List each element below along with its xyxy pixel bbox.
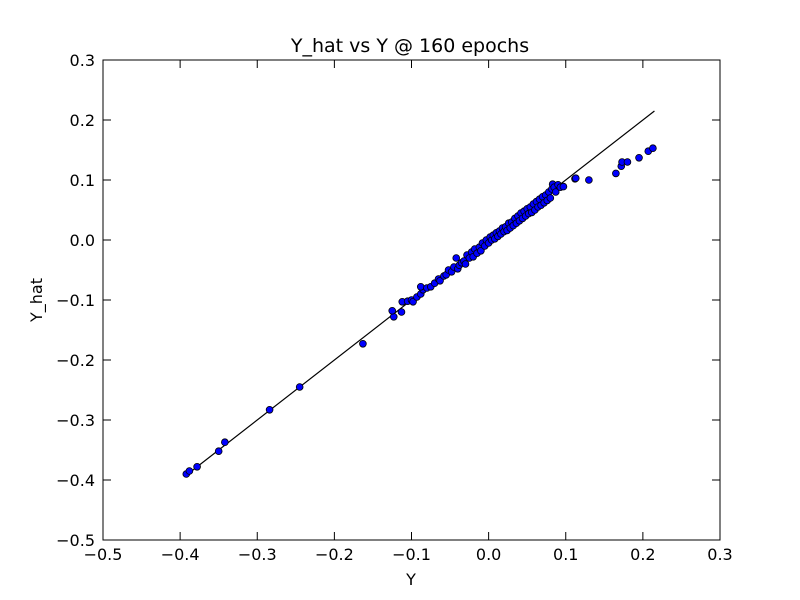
data-point <box>461 260 470 268</box>
x-axis-label: Y <box>405 570 416 589</box>
data-point <box>416 282 425 291</box>
y-tick-label: 0.2 <box>70 111 95 130</box>
y-tick-label: 0.1 <box>70 171 95 190</box>
x-tick-label: 0.1 <box>553 545 578 564</box>
data-point <box>649 144 657 153</box>
data-point <box>623 158 632 166</box>
data-point <box>185 467 194 475</box>
data-point <box>452 254 461 262</box>
y-tick-label: −0.1 <box>56 291 95 310</box>
data-point <box>221 438 229 447</box>
data-point <box>559 182 568 191</box>
plot-area <box>182 110 657 478</box>
data-point <box>295 383 304 391</box>
data-point <box>388 306 397 315</box>
x-tick-label: −0.5 <box>84 545 123 564</box>
x-tick-label: 0.2 <box>630 545 655 564</box>
y-tick-label: −0.2 <box>56 351 95 370</box>
data-point <box>585 176 593 184</box>
x-tick-label: −0.3 <box>238 545 277 564</box>
data-point <box>359 339 367 348</box>
x-tick-label: 0.0 <box>476 545 501 564</box>
y-tick-label: −0.5 <box>56 531 95 550</box>
data-point <box>612 169 620 178</box>
y-tick-label: −0.4 <box>56 471 95 490</box>
x-tick-label: −0.1 <box>392 545 431 564</box>
y-tick-label: −0.3 <box>56 411 95 430</box>
data-point <box>397 308 406 316</box>
data-point <box>265 405 274 414</box>
data-point <box>635 154 643 162</box>
data-point <box>193 462 201 471</box>
y-tick-label: 0.0 <box>70 231 95 250</box>
data-point <box>214 447 223 456</box>
x-tick-label: −0.4 <box>161 545 200 564</box>
data-point <box>546 194 555 202</box>
y-axis-label: Y_hat <box>27 278 47 323</box>
x-tick-label: −0.2 <box>315 545 354 564</box>
chart-title: Y_hat vs Y @ 160 epochs <box>290 35 529 57</box>
y-tick-label: 0.3 <box>70 51 95 70</box>
data-point <box>551 188 560 196</box>
data-point <box>571 174 580 183</box>
x-tick-label: 0.3 <box>707 545 732 564</box>
